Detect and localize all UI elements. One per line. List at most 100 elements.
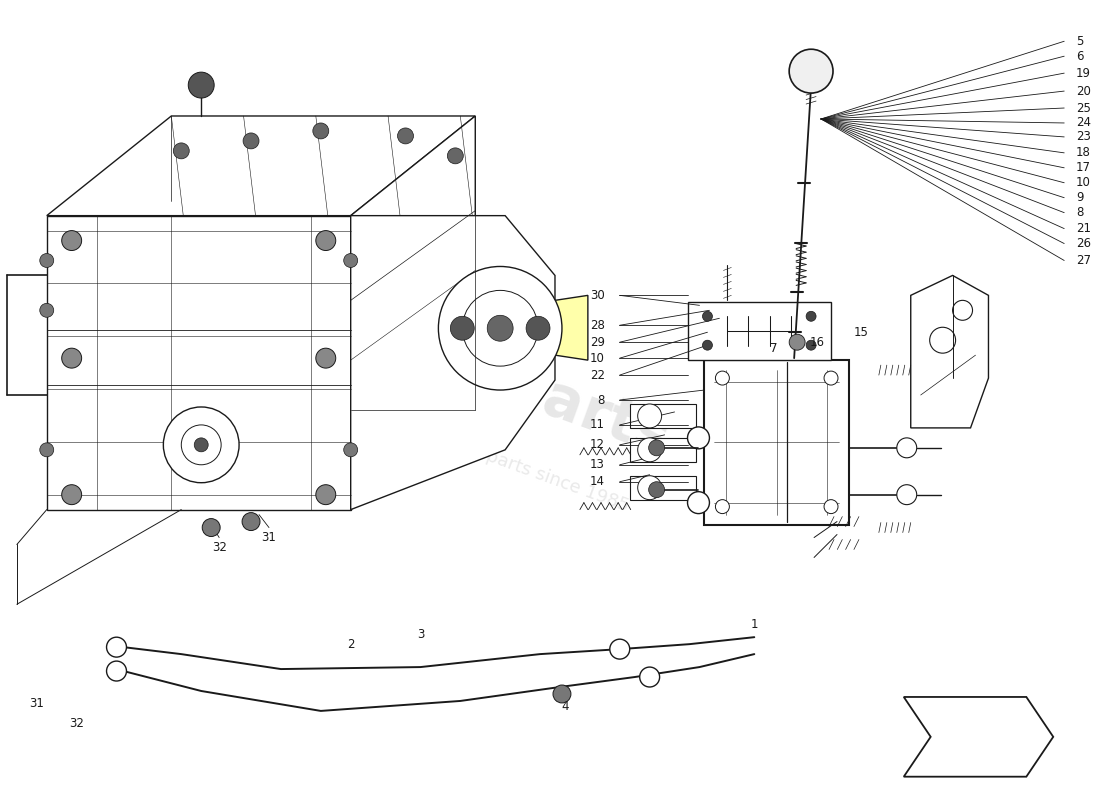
Circle shape [930, 327, 956, 353]
Polygon shape [629, 476, 696, 500]
Circle shape [649, 440, 664, 456]
Text: 8: 8 [1076, 206, 1084, 219]
Circle shape [163, 407, 239, 482]
Text: eurosparts: eurosparts [322, 292, 678, 468]
Circle shape [806, 311, 816, 322]
Text: a passion for parts since 1985: a passion for parts since 1985 [368, 405, 631, 515]
Circle shape [824, 371, 838, 385]
Circle shape [553, 685, 571, 703]
Polygon shape [556, 295, 587, 360]
Circle shape [107, 661, 126, 681]
Circle shape [715, 371, 729, 385]
Circle shape [688, 427, 710, 449]
Polygon shape [629, 438, 696, 462]
Circle shape [343, 254, 358, 267]
Bar [704, 360, 849, 525]
Text: 6: 6 [1076, 50, 1084, 62]
Circle shape [107, 637, 126, 657]
Text: 3: 3 [417, 628, 425, 641]
Text: 30: 30 [590, 289, 605, 302]
Circle shape [649, 482, 664, 498]
Circle shape [953, 300, 972, 320]
Text: 1: 1 [750, 618, 758, 630]
Circle shape [638, 404, 661, 428]
Circle shape [316, 230, 336, 250]
Circle shape [40, 254, 54, 267]
Polygon shape [351, 116, 475, 510]
Circle shape [312, 123, 329, 139]
Circle shape [450, 316, 474, 340]
Text: 12: 12 [590, 438, 605, 451]
Circle shape [343, 443, 358, 457]
Circle shape [526, 316, 550, 340]
Text: 21: 21 [1076, 222, 1091, 235]
Circle shape [188, 72, 214, 98]
Polygon shape [911, 275, 989, 428]
Circle shape [896, 485, 916, 505]
Text: 22: 22 [590, 369, 605, 382]
Circle shape [62, 485, 81, 505]
Polygon shape [688, 302, 830, 360]
Circle shape [688, 492, 710, 514]
Circle shape [40, 443, 54, 457]
Circle shape [462, 290, 538, 366]
Circle shape [182, 425, 221, 465]
Polygon shape [47, 116, 475, 216]
Circle shape [40, 303, 54, 318]
Text: 9: 9 [1076, 191, 1084, 204]
Text: 31: 31 [262, 531, 276, 544]
Circle shape [638, 476, 661, 500]
Circle shape [242, 513, 260, 530]
Circle shape [62, 230, 81, 250]
Text: 2: 2 [346, 638, 354, 650]
Text: 18: 18 [1076, 146, 1091, 159]
Circle shape [806, 340, 816, 350]
Text: 17: 17 [1076, 162, 1091, 174]
Text: 8: 8 [597, 394, 605, 406]
Text: 5: 5 [1076, 34, 1084, 48]
Circle shape [62, 348, 81, 368]
Circle shape [703, 340, 713, 350]
Circle shape [640, 667, 660, 687]
Circle shape [824, 500, 838, 514]
Circle shape [609, 639, 629, 659]
Circle shape [487, 315, 513, 342]
Text: 11: 11 [590, 418, 605, 431]
Circle shape [789, 334, 805, 350]
Circle shape [243, 133, 258, 149]
Text: 15: 15 [854, 326, 868, 338]
Text: 24: 24 [1076, 117, 1091, 130]
Text: 32: 32 [69, 718, 84, 730]
Text: 16: 16 [810, 336, 825, 349]
Circle shape [789, 50, 833, 93]
Text: 26: 26 [1076, 237, 1091, 250]
Circle shape [174, 143, 189, 159]
Text: 19: 19 [1076, 66, 1091, 80]
Circle shape [316, 485, 336, 505]
Circle shape [703, 311, 713, 322]
Text: 14: 14 [590, 475, 605, 488]
Circle shape [715, 500, 729, 514]
Text: 32: 32 [211, 541, 227, 554]
Circle shape [397, 128, 414, 144]
Circle shape [638, 438, 661, 462]
Polygon shape [47, 216, 351, 510]
Text: 29: 29 [590, 336, 605, 349]
Text: 10: 10 [590, 352, 605, 365]
Circle shape [202, 518, 220, 537]
Text: 10: 10 [1076, 176, 1091, 190]
Circle shape [448, 148, 463, 164]
Text: 27: 27 [1076, 254, 1091, 267]
Text: 20: 20 [1076, 85, 1091, 98]
Text: 7: 7 [770, 342, 778, 354]
Text: 4: 4 [561, 701, 569, 714]
Circle shape [896, 438, 916, 458]
Text: 31: 31 [30, 698, 44, 710]
Circle shape [439, 266, 562, 390]
Text: 23: 23 [1076, 130, 1091, 143]
Text: 13: 13 [590, 458, 605, 471]
Text: 28: 28 [590, 318, 605, 332]
Text: 25: 25 [1076, 102, 1091, 114]
Circle shape [316, 348, 336, 368]
Circle shape [195, 438, 208, 452]
